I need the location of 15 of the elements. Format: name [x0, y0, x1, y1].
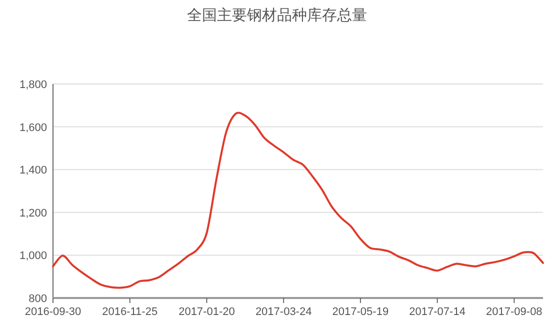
- y-tick-label: 1,000: [19, 250, 47, 262]
- chart-title: 全国主要钢材品种库存总量: [187, 6, 367, 24]
- line-series: [52, 112, 544, 289]
- y-tick-label: 1,600: [19, 122, 47, 134]
- y-tick-label: 1,400: [19, 164, 47, 177]
- y-tick-label: 1,800: [19, 79, 47, 91]
- x-tick-label: 2017-07-14: [409, 306, 466, 318]
- y-tick-label: 1,200: [19, 207, 47, 220]
- x-tick-label: 2017-03-24: [255, 306, 312, 318]
- x-tick-label: 2016-09-30: [24, 306, 82, 318]
- x-tick-label: 2017-05-19: [332, 306, 389, 318]
- x-tick-label: 2016-11-25: [102, 306, 158, 318]
- y-tick-label: 800: [28, 293, 47, 305]
- x-tick-label: 2017-01-20: [178, 306, 235, 318]
- x-tick-label: 2017-09-08: [486, 306, 542, 318]
